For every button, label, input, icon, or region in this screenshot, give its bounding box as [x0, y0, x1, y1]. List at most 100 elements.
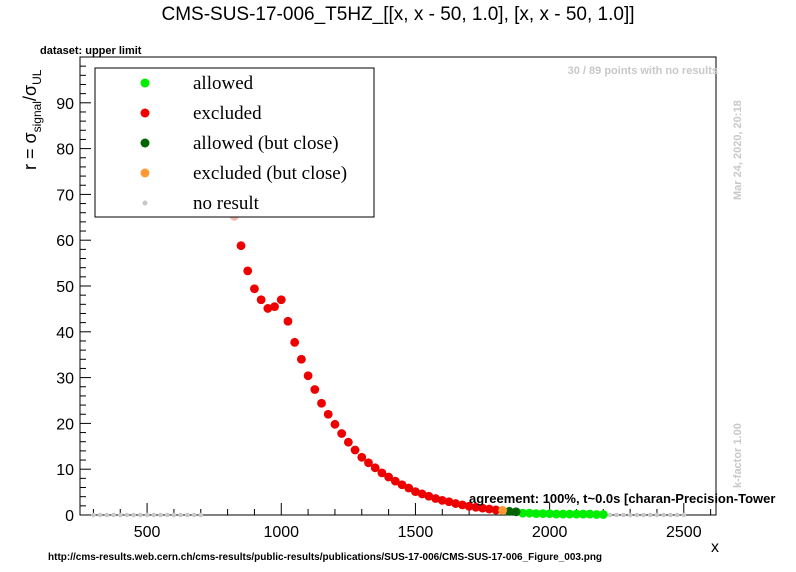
y-tick-label: 40	[56, 325, 74, 342]
y-axis-title-main: r = σ	[20, 132, 40, 170]
data-point-excluded	[411, 487, 420, 497]
data-point-allowed	[538, 509, 548, 519]
data-point-no-result	[138, 512, 143, 518]
y-tick-label: 30	[56, 371, 74, 388]
data-point-excluded	[337, 429, 347, 438]
legend-label: allowed (but close)	[193, 133, 339, 154]
legend-marker	[142, 200, 148, 206]
data-point-excluded	[384, 472, 394, 482]
x-tick-label: 1000	[263, 524, 299, 541]
data-point-no-result	[681, 512, 687, 518]
data-point-excluded	[276, 295, 286, 305]
data-point-no-result	[124, 512, 130, 518]
data-point-no-result	[104, 512, 110, 518]
legend-marker	[140, 138, 150, 148]
y-axis-title: r = σsignal/σUL	[20, 69, 44, 170]
data-point-no-result	[621, 512, 626, 518]
data-point-excluded	[357, 452, 367, 462]
data-point-excluded	[397, 480, 407, 490]
date-stamp: Mar 24, 2020, 20:18	[732, 100, 744, 200]
data-point-excluded	[343, 437, 353, 447]
legend-label: allowed	[193, 73, 254, 94]
data-point-excluded	[263, 304, 273, 313]
data-point-allowed	[518, 508, 528, 518]
data-point-allowed-but-close	[504, 506, 514, 516]
data-point-no-result	[144, 512, 150, 518]
data-point-no-result	[131, 512, 136, 518]
data-point-allowed	[598, 510, 608, 519]
data-point-allowed-but-close	[511, 507, 521, 517]
dataset-label: dataset: upper limit	[40, 45, 142, 57]
y-tick-label: 0	[65, 508, 74, 525]
legend: allowed excluded allowed (but close) exclud…	[94, 67, 375, 218]
data-point-excluded	[364, 458, 373, 468]
data-point-excluded	[491, 505, 501, 515]
data-point-allowed	[585, 509, 595, 519]
data-point-excluded	[350, 445, 360, 455]
data-point-no-result	[151, 512, 157, 518]
x-axis: 500 1000 1500 2000 2500	[92, 503, 712, 541]
legend-label: excluded	[193, 103, 262, 124]
x-tick-label: 500	[134, 524, 161, 541]
data-point-no-result	[614, 512, 620, 518]
data-point-excluded	[296, 354, 306, 364]
data-point-excluded	[283, 316, 293, 326]
y-tick-label: 20	[56, 416, 74, 433]
y-axis: 0 10 20 30 40 50 60 70 80 90	[56, 56, 91, 525]
x-tick-label: 2500	[666, 524, 702, 541]
data-point-no-result	[91, 512, 96, 518]
data-point-allowed	[572, 509, 581, 519]
data-point-no-result	[158, 512, 163, 518]
data-point-no-result	[171, 512, 177, 518]
data-point-no-result	[641, 512, 646, 518]
source-url: http://cms-results.web.cern.ch/cms-resul…	[48, 552, 602, 563]
data-point-excluded	[243, 266, 253, 276]
data-point-excluded	[377, 468, 387, 478]
legend-label: excluded (but close)	[193, 163, 347, 184]
data-point-no-result	[178, 512, 183, 518]
data-point-excluded	[437, 495, 447, 505]
data-point-no-result	[654, 512, 660, 518]
data-point-allowed	[551, 509, 561, 519]
data-point-excluded	[471, 502, 481, 512]
data-point-no-result	[668, 512, 673, 518]
y-axis-title-sub2: UL	[30, 69, 44, 85]
data-point-excluded	[236, 241, 246, 251]
points-note: 30 / 89 points with no results	[568, 65, 718, 77]
data-point-no-result	[647, 512, 653, 518]
data-point-no-result	[97, 512, 103, 518]
data-point-excluded	[370, 463, 380, 473]
y-tick-label: 90	[56, 96, 74, 113]
agreement-label: agreement: 100%, t~0.0s [charan-Precisio…	[469, 491, 775, 506]
legend-marker	[140, 108, 150, 118]
y-axis-title-mid: /σ	[20, 85, 40, 101]
y-tick-label: 50	[56, 279, 74, 296]
x-tick-label: 2000	[532, 524, 568, 541]
data-point-allowed	[558, 509, 568, 519]
data-point-excluded	[417, 489, 427, 499]
data-point-excluded	[478, 503, 487, 513]
data-point-no-result	[185, 512, 190, 518]
x-tick-label: 1500	[398, 524, 434, 541]
data-point-excluded	[451, 499, 461, 508]
y-tick-label: 70	[56, 187, 74, 204]
data-point-no-result	[627, 512, 633, 518]
x-axis-title: x	[711, 539, 719, 556]
data-point-excluded	[270, 302, 279, 312]
data-point-excluded	[458, 500, 467, 510]
data-point-excluded	[404, 483, 414, 493]
kfactor-label: k-factor 1.00	[732, 423, 744, 488]
data-point-excluded	[424, 491, 434, 501]
data-point-excluded	[323, 409, 333, 419]
data-point-excluded	[250, 284, 259, 294]
y-tick-label: 80	[56, 142, 74, 159]
data-points	[91, 74, 687, 519]
data-point-no-result	[674, 512, 680, 518]
y-tick-label: 60	[56, 233, 74, 250]
data-point-excluded	[484, 504, 494, 514]
data-point-allowed	[531, 509, 541, 519]
data-point-excluded	[431, 494, 440, 503]
data-point-no-result	[634, 512, 640, 518]
data-point-allowed	[578, 509, 588, 519]
